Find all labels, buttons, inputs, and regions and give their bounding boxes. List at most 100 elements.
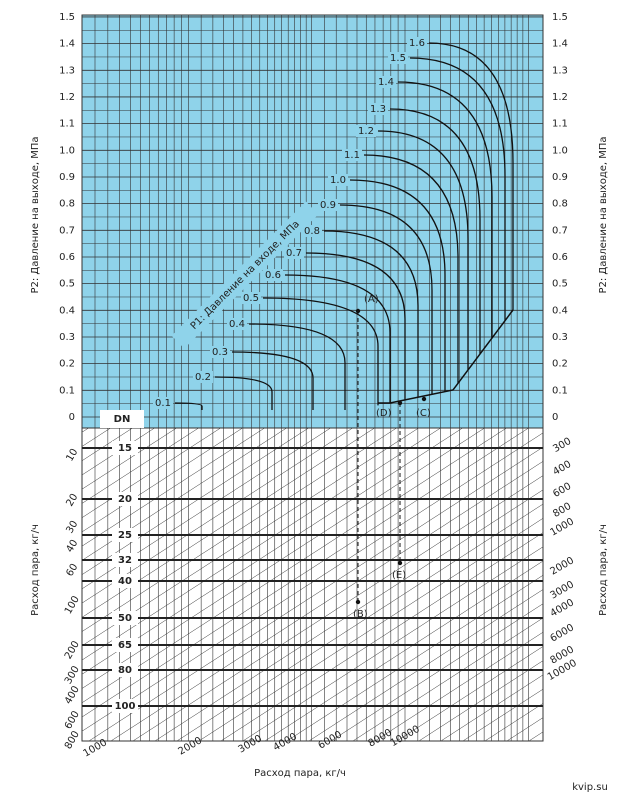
p1-curve-label: 0.6	[265, 270, 281, 281]
point-label: (C)	[416, 408, 431, 419]
point-label: (E)	[392, 570, 406, 581]
p1-curve	[409, 57, 506, 321]
p1-curve	[284, 274, 391, 403]
dn-label-bg	[112, 528, 138, 542]
left-scale-label: 10	[64, 447, 80, 464]
left-scale-label: 600	[63, 709, 82, 731]
p1-curve-label: 0.2	[195, 372, 211, 383]
diagonal	[286, 574, 543, 741]
y-tick-label: 0.5	[59, 279, 75, 290]
dn-value: 80	[118, 665, 132, 676]
diagonal	[352, 617, 543, 741]
point	[355, 599, 361, 605]
p1-curve	[305, 252, 406, 400]
p1-curve	[262, 297, 379, 406]
curve-label-bg	[302, 225, 322, 237]
right-scale-label: 400	[551, 459, 573, 478]
point	[421, 396, 427, 402]
p1-curve	[349, 179, 446, 392]
y-tick-label: 0.7	[59, 225, 75, 236]
dn-value: 25	[118, 530, 132, 541]
p1-curve	[339, 204, 433, 395]
p1-curve-label: 0.4	[229, 319, 245, 330]
y-tick-label-right: 1.5	[552, 12, 568, 23]
left-scale-label: 30	[64, 519, 80, 536]
y-tick-label-right: 1.2	[552, 92, 568, 103]
p1-curve	[248, 323, 346, 410]
point	[397, 400, 403, 406]
right-scale-label: 6000	[548, 622, 576, 644]
point-label: (D)	[376, 408, 392, 419]
y-tick-label: 1.3	[59, 65, 75, 76]
y-tick-label: 0.2	[59, 359, 75, 370]
diagonal	[440, 674, 543, 741]
p1-curve	[389, 108, 481, 354]
y-tick-label-right: 0.4	[552, 305, 568, 316]
y-tick-label-right: 0.6	[552, 252, 568, 263]
left-scale-label: 40	[64, 538, 80, 555]
y-axis-label: P2: Давление на выходе, МПа	[30, 136, 41, 293]
dn-value: 40	[118, 576, 132, 587]
dn-head-bg	[100, 410, 144, 428]
p1-curve	[397, 81, 493, 338]
p1-curve-label: 0.1	[155, 398, 171, 409]
y-tick-label-right: 0.8	[552, 199, 568, 210]
curve-label-bg	[388, 52, 408, 64]
y-tick-label-right: 0.3	[552, 332, 568, 343]
point-label: (B)	[353, 609, 368, 620]
curve-label-bg	[376, 76, 396, 88]
diagonal	[330, 603, 543, 741]
left-scale-label: 60	[64, 562, 80, 579]
left-scale-label: 800	[63, 729, 82, 751]
dn-value: 20	[118, 494, 132, 505]
y-tick-label: 0.3	[59, 332, 75, 343]
dn-label-bg	[112, 663, 138, 677]
curve-label-bg	[241, 292, 261, 304]
dn-label-bg	[112, 638, 138, 652]
curve-label-bg	[227, 318, 247, 330]
curve-label-bg	[263, 269, 283, 281]
curve-label-bg	[328, 174, 348, 186]
y-tick-label-right: 0	[552, 412, 558, 423]
p1-label-bg	[171, 201, 319, 349]
p1-curve-label: 0.3	[212, 347, 228, 358]
y-tick-label: 0.6	[59, 252, 75, 263]
y-tick-label-right: 1.4	[552, 39, 568, 50]
right-scale-label: 600	[551, 481, 573, 500]
right-scale-label: 2000	[548, 555, 576, 577]
p1-curve	[174, 402, 203, 410]
p1-curve-label: 1.4	[378, 77, 394, 88]
diagonal	[242, 546, 543, 741]
y-tick-label: 1.4	[59, 39, 75, 50]
curve-label-bg	[318, 199, 338, 211]
x-axis-label: Расход пара, кг/ч	[254, 768, 346, 779]
dn-value: 100	[115, 701, 136, 712]
dn-value: 65	[118, 640, 132, 651]
dn-label-bg	[112, 699, 138, 713]
curve-label-bg	[342, 149, 362, 161]
curve-label-bg	[368, 103, 388, 115]
p1-curve-label: 1.2	[358, 126, 374, 137]
y-tick-label-right: 0.7	[552, 225, 568, 236]
p1-curve-label: 1.0	[330, 175, 346, 186]
y-tick-label: 0.9	[59, 172, 75, 183]
left-scale-label: 20	[64, 492, 80, 509]
y-tick-label: 0.8	[59, 199, 75, 210]
y-tick-label-right: 0.5	[552, 279, 568, 290]
right-scale-label: 1000	[548, 516, 576, 538]
p1-curve	[214, 376, 273, 410]
top-panel	[81, 14, 544, 429]
p1-curve-label: 1.6	[409, 38, 425, 49]
y-tick-label: 1.0	[59, 145, 75, 156]
bottom-panel	[81, 427, 544, 742]
dn-label-bg	[112, 611, 138, 625]
y-tick-label-right: 0.9	[552, 172, 568, 183]
watermark: kvip.su	[572, 782, 608, 793]
left-scale-label: 300	[63, 664, 82, 686]
p1-curve	[323, 230, 419, 398]
left-scale-label: 100	[63, 594, 82, 616]
y-tick-label-right: 1.0	[552, 145, 568, 156]
p1-curve-label: 0.8	[304, 226, 320, 237]
point	[355, 308, 361, 314]
